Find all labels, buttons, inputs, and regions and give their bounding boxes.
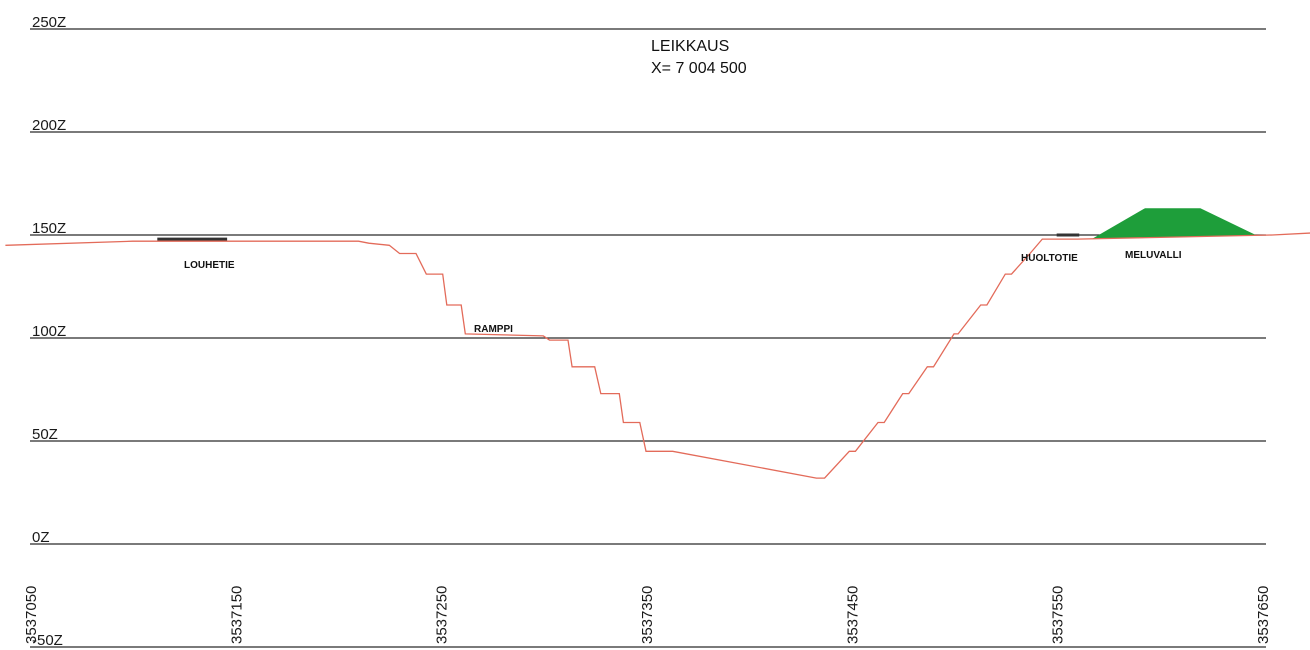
z-label: 0Z [32,529,50,546]
easting-labels: 3537050 3537150 3537250 3537350 3537450 35375… [23,586,1272,644]
terrain-profile-line [5,232,1310,479]
x-tick-label: 3537650 [1255,586,1272,644]
road-markers [157,233,1080,241]
z-label: 200Z [32,117,66,134]
label-meluvalli: MELUVALLI [1125,250,1182,261]
z-label: 50Z [32,426,58,443]
x-tick-label: 3537350 [639,586,656,644]
road-marker [1056,233,1080,237]
label-ramppi: RAMPPI [474,324,513,335]
z-label: 250Z [32,14,66,31]
section-coordinate: X= 7 004 500 [651,60,747,77]
road-marker [157,237,228,241]
label-louhetie: LOUHETIE [184,260,235,271]
z-label: -50Z [32,632,63,649]
z-label: 100Z [32,323,66,340]
noise-barrier-shape [1091,208,1256,240]
x-tick-label: 3537550 [1050,586,1067,644]
z-label: 150Z [32,220,66,237]
section-title: LEIKKAUS [651,38,729,55]
x-tick-label: 3537450 [844,586,861,644]
elevation-labels: 250Z 200Z 150Z 100Z 50Z 0Z -50Z [32,14,66,649]
x-tick-label: 3537150 [228,586,245,644]
label-huoltotie: HUOLTOTIE [1021,253,1078,264]
elevation-grid [30,28,1266,648]
x-tick-label: 3537250 [434,586,451,644]
x-tick-label: 3537050 [23,586,40,644]
